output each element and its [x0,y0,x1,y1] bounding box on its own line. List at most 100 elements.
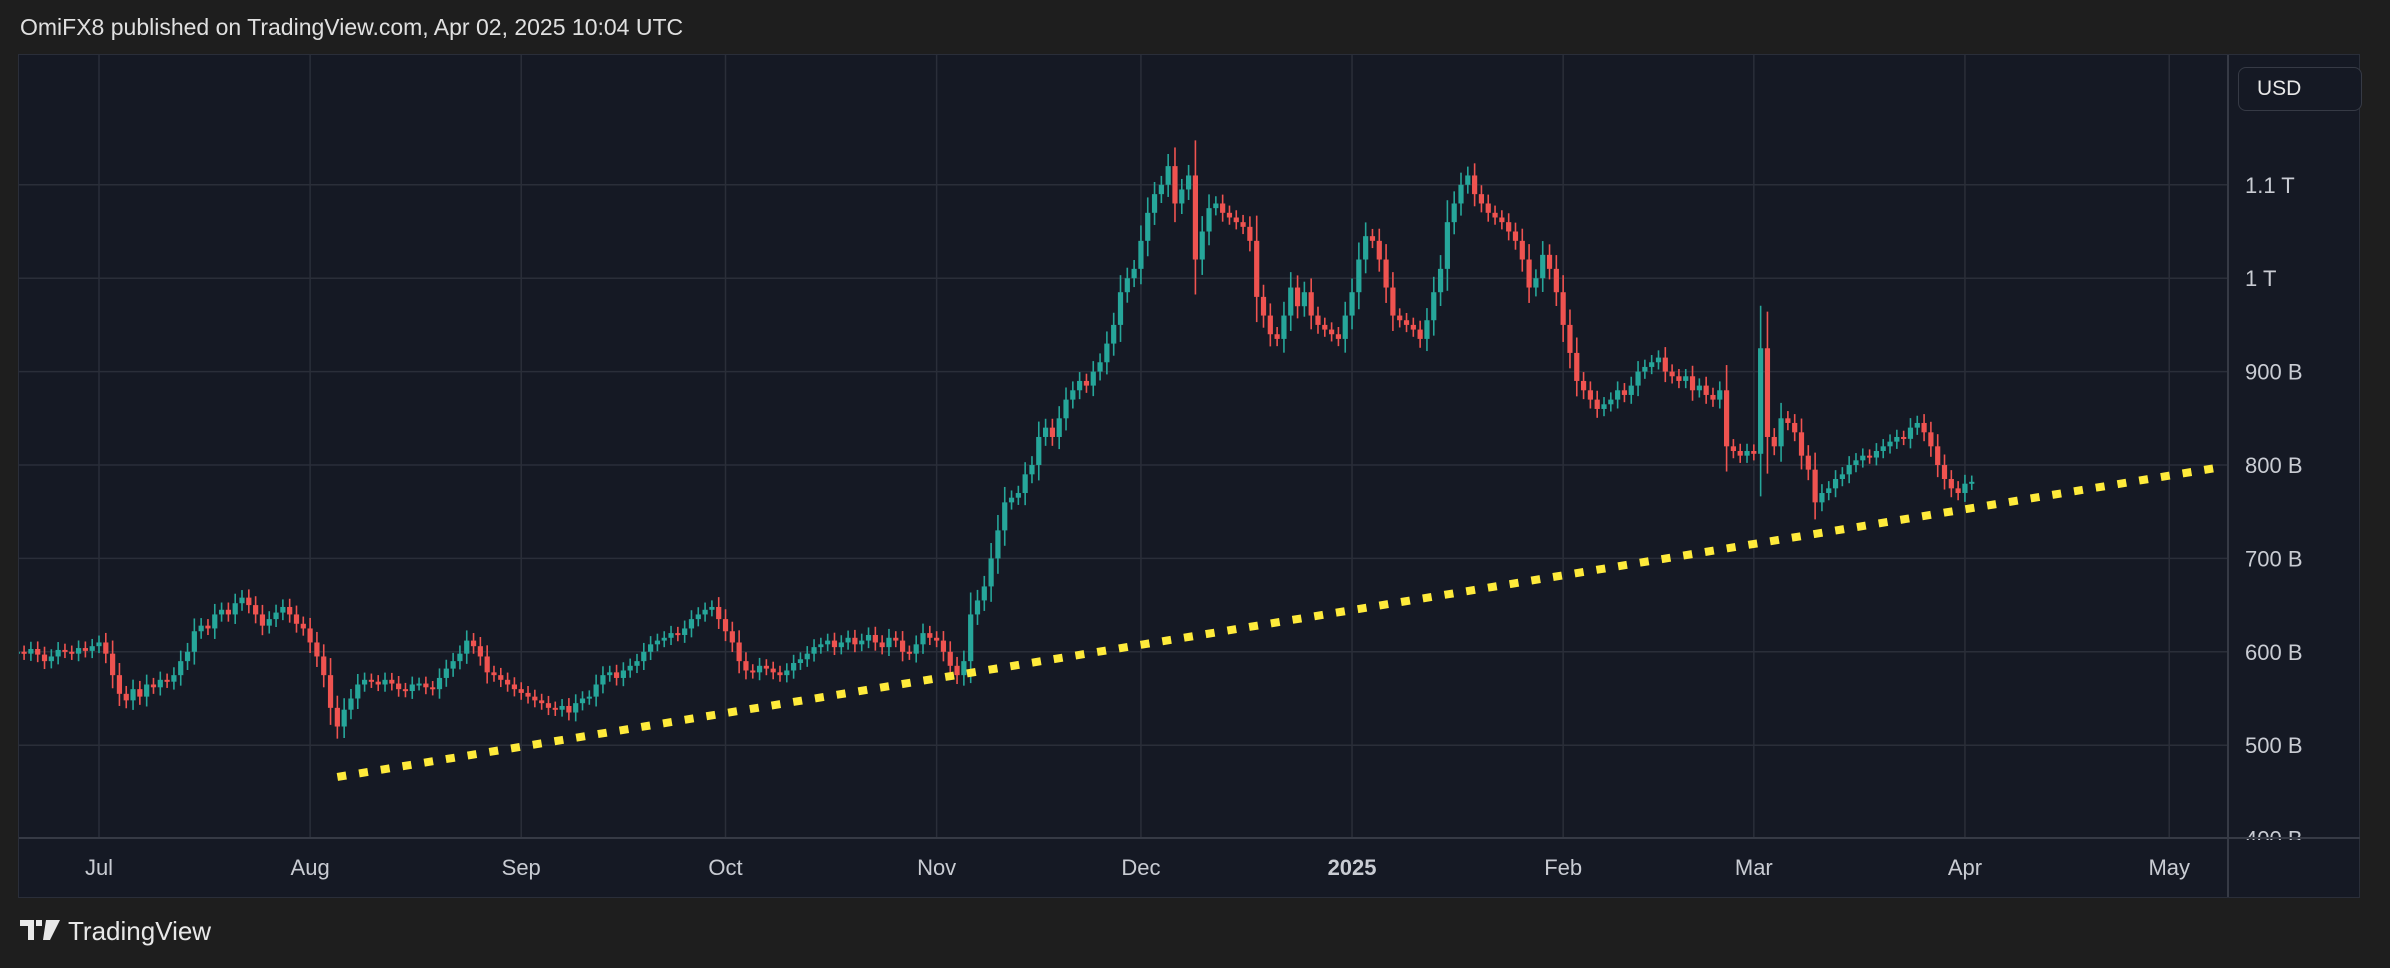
candle [1036,421,1042,481]
candle [845,630,851,650]
candle [968,592,974,684]
candle-body [1615,390,1621,400]
candle-body [1056,418,1062,437]
candle-body [396,683,402,690]
candle [1880,439,1886,459]
candle [1308,278,1314,330]
candle [191,618,197,665]
candle [130,679,136,710]
candle-body [1676,376,1682,381]
candle-body [150,684,157,688]
candle-body [1662,357,1668,372]
candle-body [539,700,545,704]
candle [1907,418,1914,449]
candle-body [702,609,708,615]
candle [702,602,708,622]
candle-body [1669,371,1675,377]
candle [1315,306,1321,334]
candle [784,663,790,683]
candle-body [28,648,34,654]
candle-body [1846,465,1852,475]
candle [1002,486,1008,546]
candle-body [1383,259,1389,288]
candle [613,664,620,686]
candle [1832,470,1839,498]
candle-body [1826,488,1832,494]
candle [266,611,272,634]
candle-body [327,675,334,708]
candle-body [974,600,981,615]
candle-body [784,670,790,676]
candle [593,674,599,707]
candle [1812,452,1818,520]
candle-body [1717,390,1723,400]
candle-body [1451,203,1457,223]
candle-body [341,709,347,727]
candle-body [464,640,470,654]
candle [300,616,306,636]
candle-body [300,623,306,629]
candle [716,597,722,629]
candle [641,642,647,671]
candle [1117,275,1124,342]
candle [1512,222,1519,250]
currency-button[interactable]: USD [2238,67,2362,111]
candle-body [423,683,429,688]
candle [1608,392,1614,412]
y-tick-label: 400 B [2245,827,2303,852]
candle-body [1151,194,1158,213]
candle [886,628,892,657]
candle-body [450,661,456,669]
y-tick-label: 1 T [2245,266,2276,291]
candle [1689,365,1696,401]
candle-body [879,642,885,648]
candle [1730,439,1736,459]
candle-body [770,668,776,673]
candle-body [1022,474,1028,494]
candle [184,642,191,671]
candle-body [981,586,987,601]
candle-body [1812,469,1818,503]
candle [48,649,54,669]
candle-body [1124,278,1130,293]
candle [334,695,340,739]
candle-body [607,672,613,676]
candle [1077,372,1083,400]
candle [899,631,906,662]
candle-body [1478,194,1485,204]
candle [797,652,804,670]
y-tick-label: 900 B [2245,360,2303,385]
candle-body [1315,315,1321,325]
candle [1124,267,1130,303]
candle [688,610,695,638]
candle [1894,429,1900,449]
candle [777,665,783,682]
y-tick-label: 700 B [2245,546,2303,571]
candle [416,677,422,691]
candle [436,668,443,699]
candle-body [1233,217,1239,223]
candle-body [1458,184,1464,204]
candle-body [1158,184,1164,195]
candle [1465,166,1471,194]
candle [253,596,259,624]
candle [1397,308,1403,328]
y-tick-label: 800 B [2245,453,2303,478]
candle-body [947,651,953,666]
candle [1410,317,1416,337]
candle-body [593,684,599,697]
candle-body [586,696,592,699]
candle-body [1798,432,1805,456]
candle [396,675,402,697]
candle-body [818,644,824,648]
candle [1226,205,1233,225]
candle-body [137,689,143,697]
candle-body [130,689,136,701]
candle-body [1519,240,1525,260]
candle [906,645,912,660]
candle-body [1751,450,1757,454]
candle-body [62,649,68,652]
tradingview-logo[interactable]: TradingView [20,916,211,947]
candle-body [82,648,88,651]
